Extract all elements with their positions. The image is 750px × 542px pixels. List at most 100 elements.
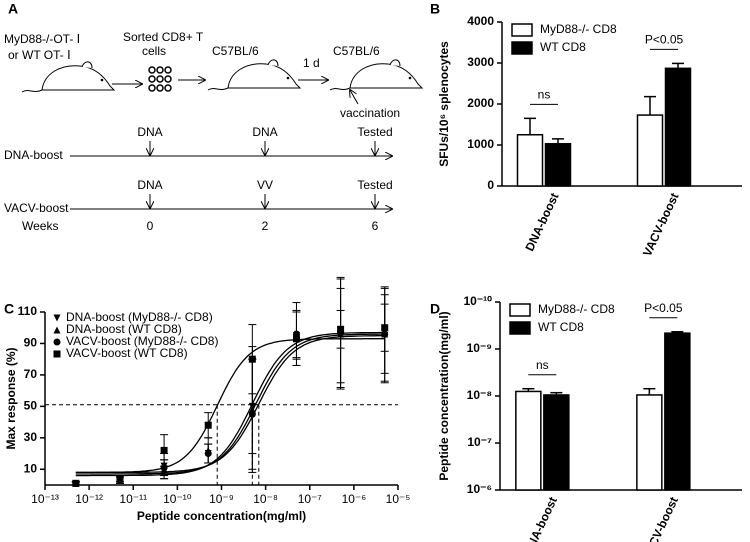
x-tick-label: 10⁻⁶ [342,492,367,506]
timeline-label: VACV-boost [4,201,69,215]
y-tick-label: 10⁻¹⁰ [464,294,493,308]
data-point [204,450,212,458]
cells-icon [148,66,172,92]
data-point [248,355,256,363]
bar [515,390,542,491]
timeline-label: DNA-boost [4,148,63,162]
mouse-icon [329,59,423,91]
bar [636,114,664,187]
legend-marker [53,338,61,346]
interval-label: 1 d [303,56,320,70]
fit-curve [75,331,385,477]
y-tick-label: 0 [487,178,494,192]
week-number: 0 [147,219,154,233]
bar [664,67,692,187]
data-point [72,479,80,487]
panel-label: C [4,301,14,317]
legend-swatch [509,303,531,317]
x-tick-label: 10⁻⁷ [298,492,322,506]
panel-label: B [430,1,440,17]
donor-label: or WT OT- Ⅰ [8,48,71,62]
data-point [292,335,300,343]
x-tick-label: 10⁻¹¹ [119,492,147,506]
legend-label: VACV-boost (MyD88-/- CD8) [66,334,218,348]
bar [543,394,570,491]
data-point [116,475,124,483]
event-label: DNA [252,125,277,139]
mouse-icon [207,59,301,91]
y-tick-label: 10⁻⁷ [467,435,492,449]
cells-label: Sorted CD8+ T [123,30,204,44]
bar [664,332,691,491]
cells-label: cells [142,44,166,58]
schematic: A MyD88-/-OT- Ⅰ or WT OT- Ⅰ Sorted CD8+ … [4,1,423,233]
legend-label: DNA-boost (MyD88-/- CD8) [66,310,213,324]
legend-label: WT CD8 [540,40,586,54]
legend-marker [53,350,61,358]
event-label: Tested [357,125,392,139]
y-tick-label: 70 [24,367,38,381]
event-label: Tested [357,178,392,192]
y-tick-label: 10⁻⁹ [467,341,492,355]
fit-curve [75,333,385,475]
bar [544,143,572,187]
data-point [381,324,389,332]
legend-swatch [511,41,533,55]
legend-marker [53,314,61,322]
annotation: ns [536,358,549,372]
panel-label: D [430,301,440,317]
event-label: DNA [137,125,162,139]
y-tick-label: 10⁻⁶ [467,482,492,496]
bar [516,134,544,187]
x-tick-label: 10⁻¹² [75,492,103,506]
y-tick-label: 110 [18,304,38,318]
annotation: ns [538,88,551,102]
y-tick-label: 10 [24,461,38,475]
legend-label: DNA-boost (WT CD8) [66,322,182,336]
legend-label: VACV-boost (WT CD8) [66,346,188,360]
fit-curve [75,338,385,474]
legend-label: WT CD8 [538,320,584,334]
panel-label: A [8,1,18,17]
x-tick-label: VACV-boost [640,191,682,259]
event-label: VV [257,178,273,192]
x-axis-label: Peptide concentration(mg/ml) [137,509,306,523]
data-point [204,421,212,429]
y-tick-label: 3000 [467,55,494,69]
y-tick-label: 2000 [467,96,494,110]
y-tick-label: 90 [24,336,38,350]
x-tick-label: DNA-boost [522,191,561,254]
y-axis-label: Peptide concentration(mg/ml) [437,311,451,480]
donor-label: MyD88-/-OT- Ⅰ [4,32,80,46]
legend-label: MyD88-/- CD8 [538,302,615,316]
y-axis-label: Max response (%) [4,347,18,449]
bar [636,394,663,491]
x-tick-label: 10⁻¹⁰ [163,492,192,506]
legend-swatch [509,321,531,335]
recipient-label: C57BL/6 [333,44,380,58]
data-point [248,410,256,418]
vaccination-label: vaccination [340,106,400,120]
annotation: P<0.05 [645,33,684,47]
x-tick-label: 10⁻⁵ [386,492,411,506]
legend-marker [53,326,61,334]
y-tick-label: 10⁻⁸ [467,388,492,402]
x-tick-label: VACV-boost [639,495,681,542]
y-tick-label: 50 [24,399,38,413]
arrow [350,90,359,105]
mouse-icon [21,61,115,93]
event-label: DNA [137,178,162,192]
weeks-label: Weeks [22,219,58,233]
x-tick-label: 10⁻¹³ [31,492,59,506]
legend-swatch [511,23,533,37]
y-tick-label: 30 [24,430,38,444]
x-tick-label: 10⁻⁸ [253,492,278,506]
x-tick-label: 10⁻⁹ [209,492,234,506]
data-point [160,446,168,454]
recipient-label: C57BL/6 [212,44,259,58]
annotation: P<0.05 [644,301,683,315]
week-number: 6 [372,219,379,233]
x-tick-label: DNA-boost [521,495,560,542]
data-point [337,325,345,333]
